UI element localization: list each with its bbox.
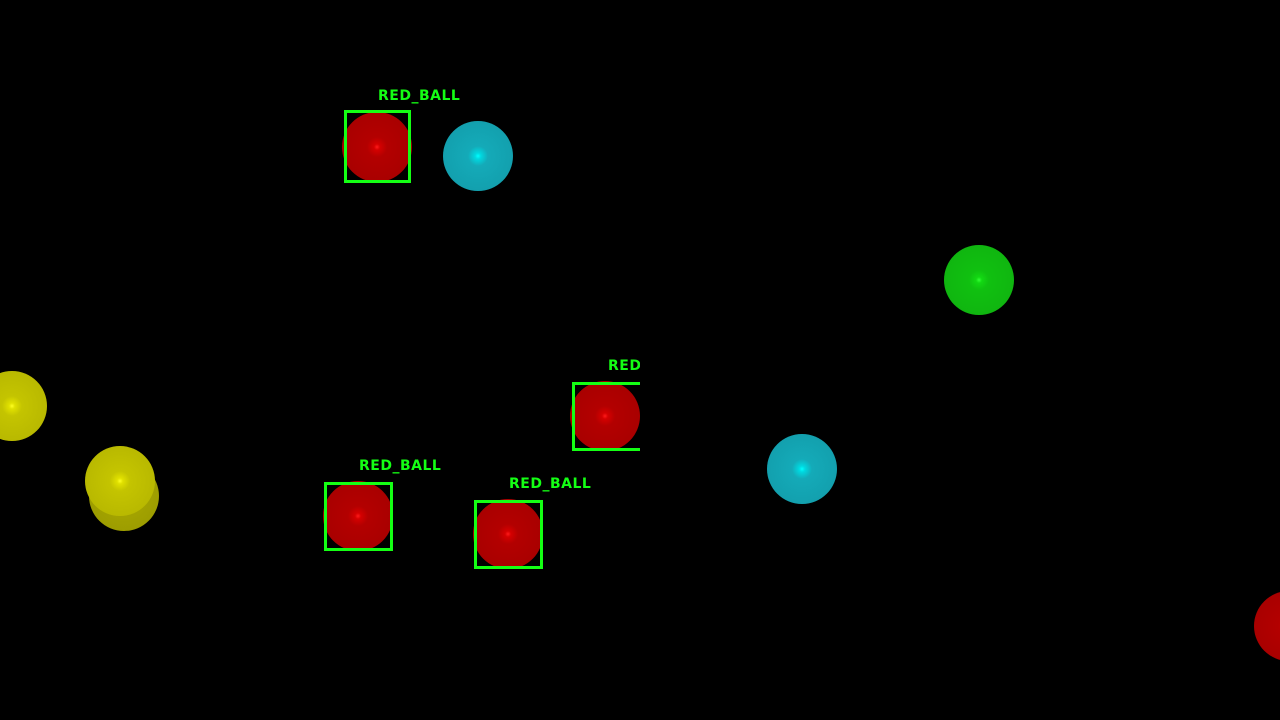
yellow-ball: [0, 371, 47, 441]
green-ball: [944, 245, 1014, 315]
red-ball: [473, 499, 543, 569]
cyan-ball: [443, 121, 513, 191]
detection-label: RED_BALL: [378, 88, 461, 104]
detection-label: RED_BALL: [359, 458, 442, 474]
detection-box: [572, 382, 640, 451]
detection-box: [324, 482, 393, 551]
red-ball: [342, 112, 412, 182]
red-ball: [323, 481, 393, 551]
detection-clip-region: RED_BALL: [560, 350, 640, 460]
red-ball: [570, 381, 640, 451]
yellow-ball: [85, 446, 155, 516]
detection-box: [474, 500, 543, 569]
cyan-ball: [767, 434, 837, 504]
detection-box: [344, 110, 411, 183]
detection-label: RED_BALL: [608, 358, 640, 374]
red-ball: [1254, 591, 1280, 661]
detection-label: RED_BALL: [509, 476, 592, 492]
